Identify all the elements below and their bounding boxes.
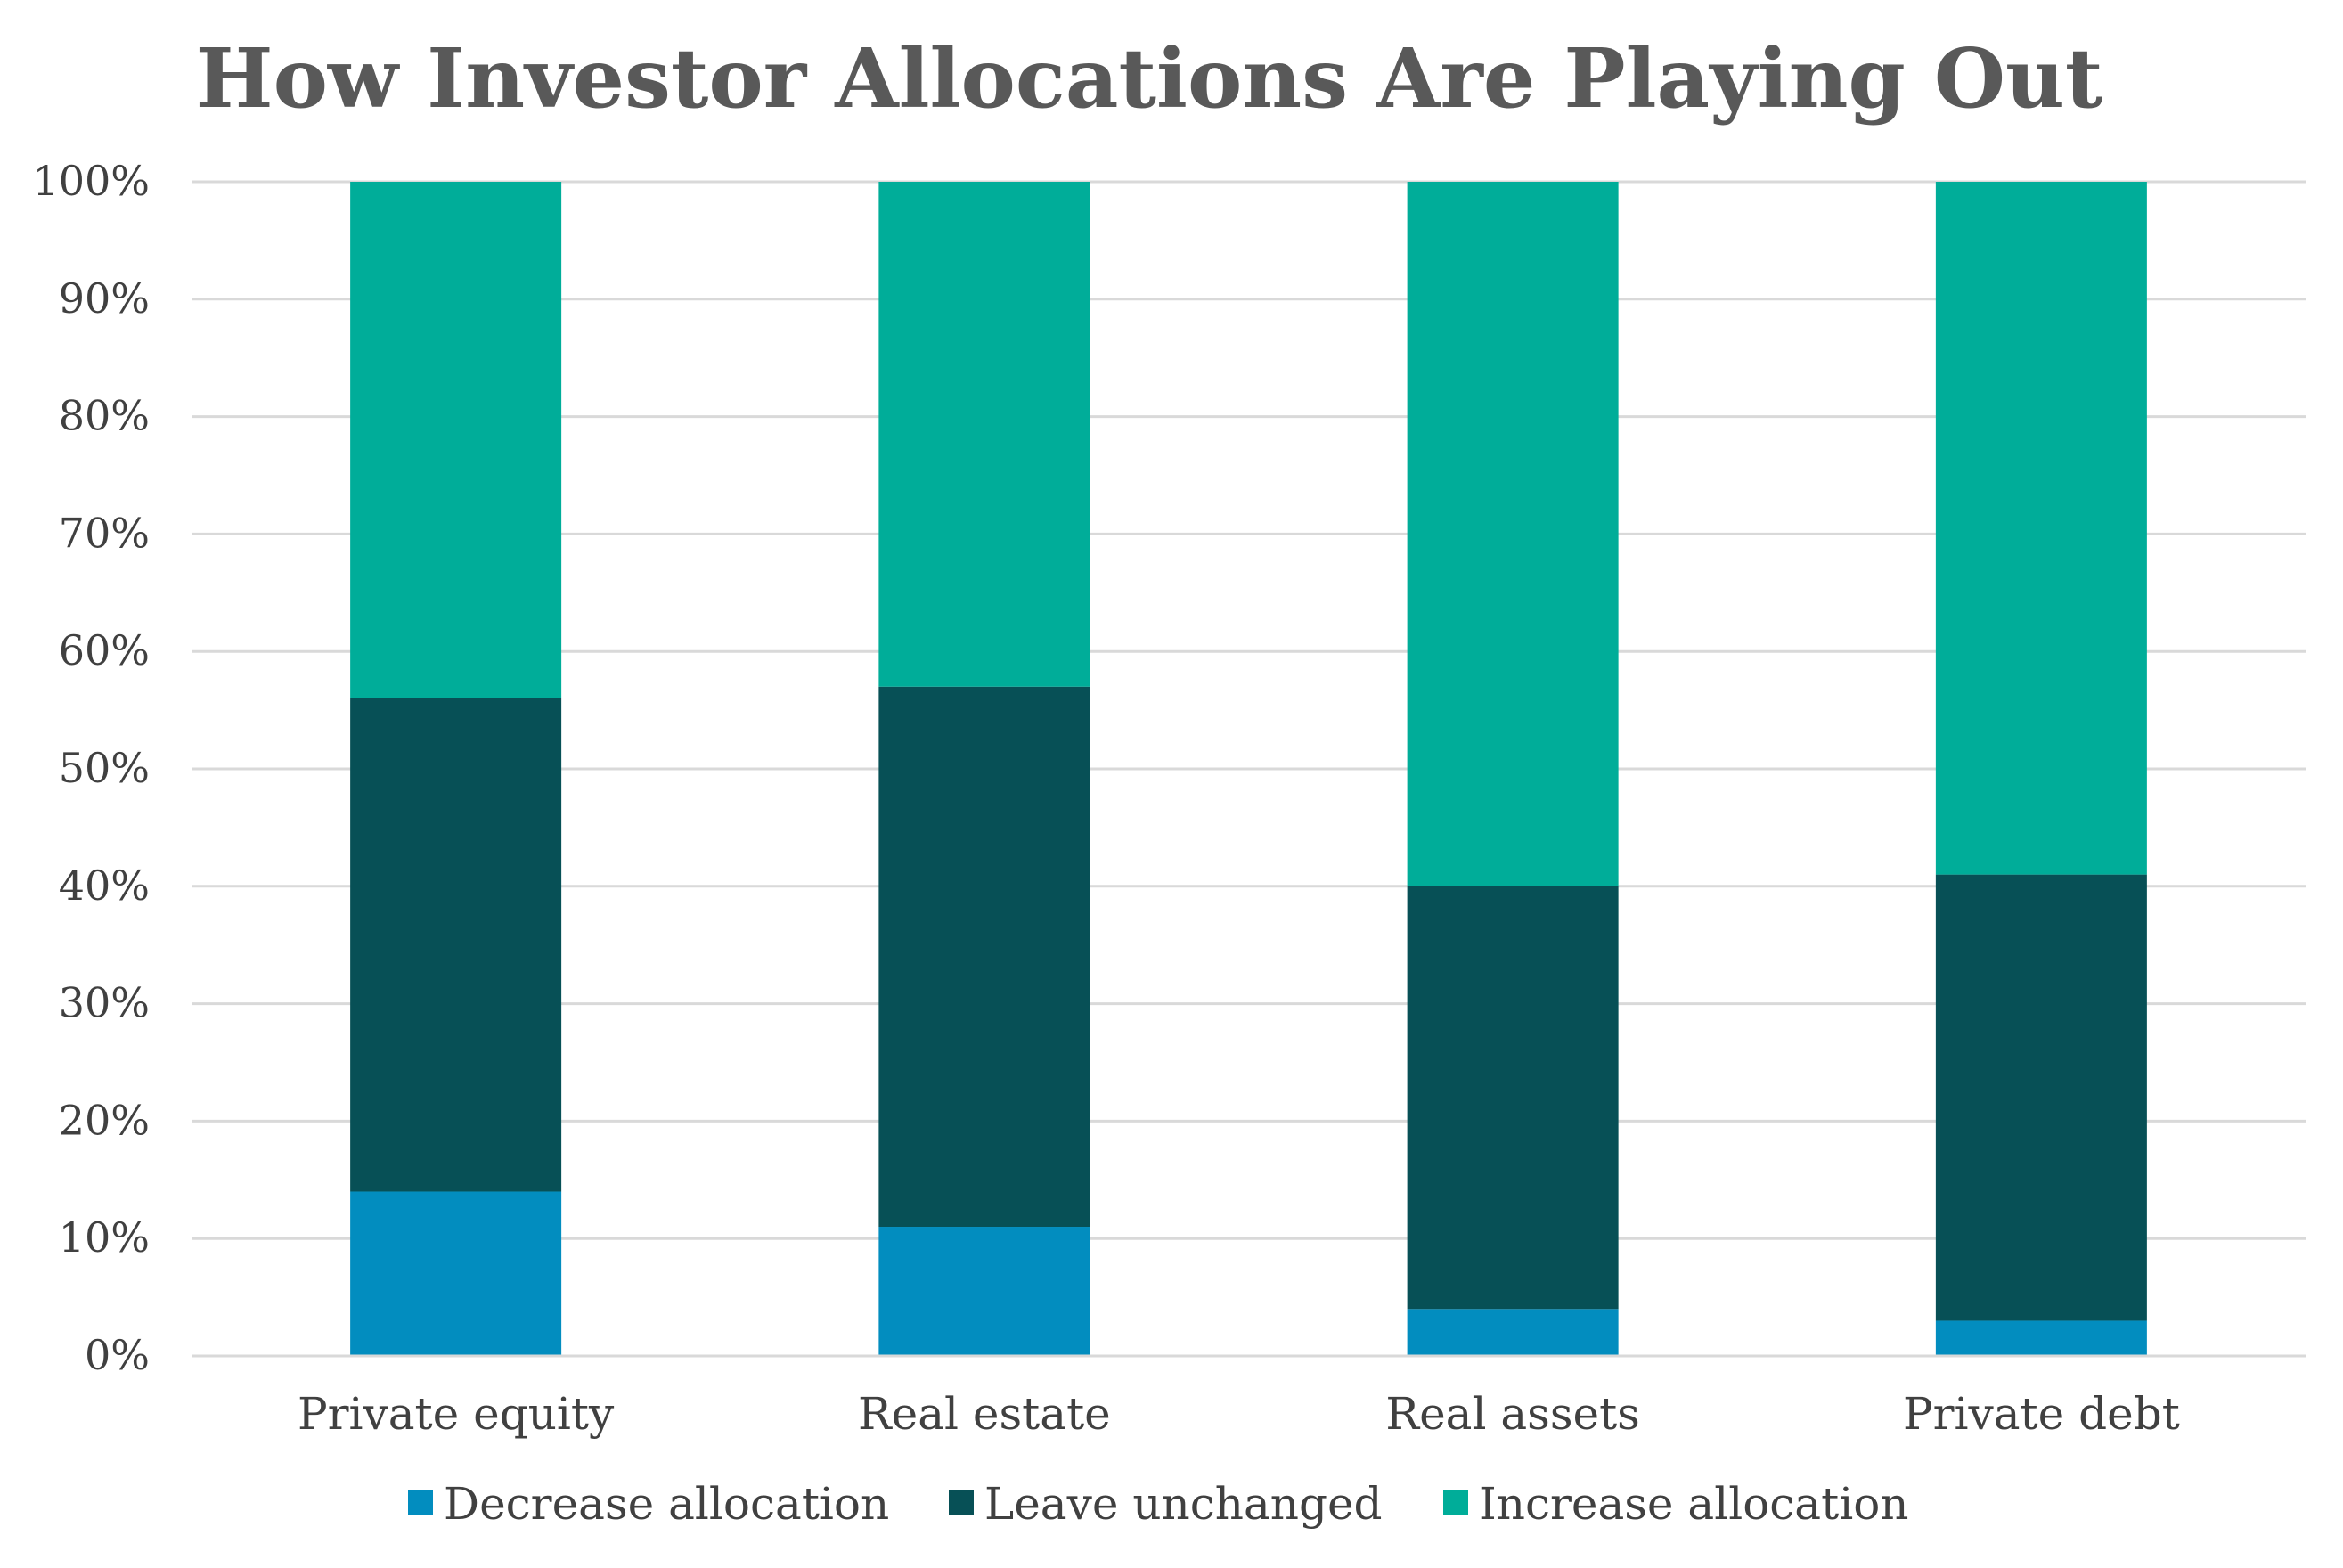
bar-segment	[1407, 1309, 1619, 1356]
bar-segment	[878, 182, 1090, 687]
bars	[350, 182, 2147, 1356]
y-tick-label: 50%	[59, 744, 150, 792]
category-labels: Private equity Real estate Real assets Priv…	[298, 1388, 2180, 1440]
y-tick-label: 30%	[59, 979, 150, 1027]
y-tick-label: 90%	[59, 274, 150, 323]
legend-swatch	[1443, 1490, 1468, 1515]
y-axis-tick-labels: 0% 10% 20% 30% 40% 50% 60% 70% 80% 90% 100%	[32, 157, 150, 1379]
bar-segment	[1407, 182, 1619, 886]
bar-segment	[878, 1227, 1090, 1356]
x-tick-label: Real assets	[1385, 1388, 1639, 1440]
chart-title: How Investor Allocations Are Playing Out	[196, 30, 2103, 127]
legend-label: Leave unchanged	[984, 1478, 1383, 1530]
y-tick-label: 70%	[59, 509, 150, 557]
y-tick-label: 60%	[59, 626, 150, 674]
x-tick-label: Real estate	[858, 1388, 1111, 1440]
y-tick-label: 20%	[59, 1096, 150, 1144]
bar-segment	[1407, 886, 1619, 1310]
bar-segment	[1935, 1320, 2147, 1356]
bar-segment	[350, 182, 562, 698]
x-tick-label: Private equity	[298, 1388, 615, 1440]
y-tick-label: 100%	[32, 157, 150, 205]
bar-segment	[350, 1191, 562, 1356]
bar-segment	[1935, 874, 2147, 1321]
bar-segment	[350, 698, 562, 1192]
bar-segment	[878, 686, 1090, 1228]
legend-swatch	[408, 1490, 433, 1515]
legend-swatch	[949, 1490, 974, 1515]
y-tick-label: 10%	[59, 1213, 150, 1262]
y-tick-label: 80%	[59, 392, 150, 440]
y-tick-label: 40%	[59, 862, 150, 910]
y-tick-label: 0%	[85, 1331, 150, 1379]
legend-label: Increase allocation	[1479, 1478, 1909, 1530]
x-tick-label: Private debt	[1903, 1388, 2180, 1440]
legend: Decrease allocation Leave unchanged Increa…	[408, 1478, 1909, 1530]
legend-label: Decrease allocation	[444, 1478, 889, 1530]
bar-segment	[1935, 182, 2147, 875]
